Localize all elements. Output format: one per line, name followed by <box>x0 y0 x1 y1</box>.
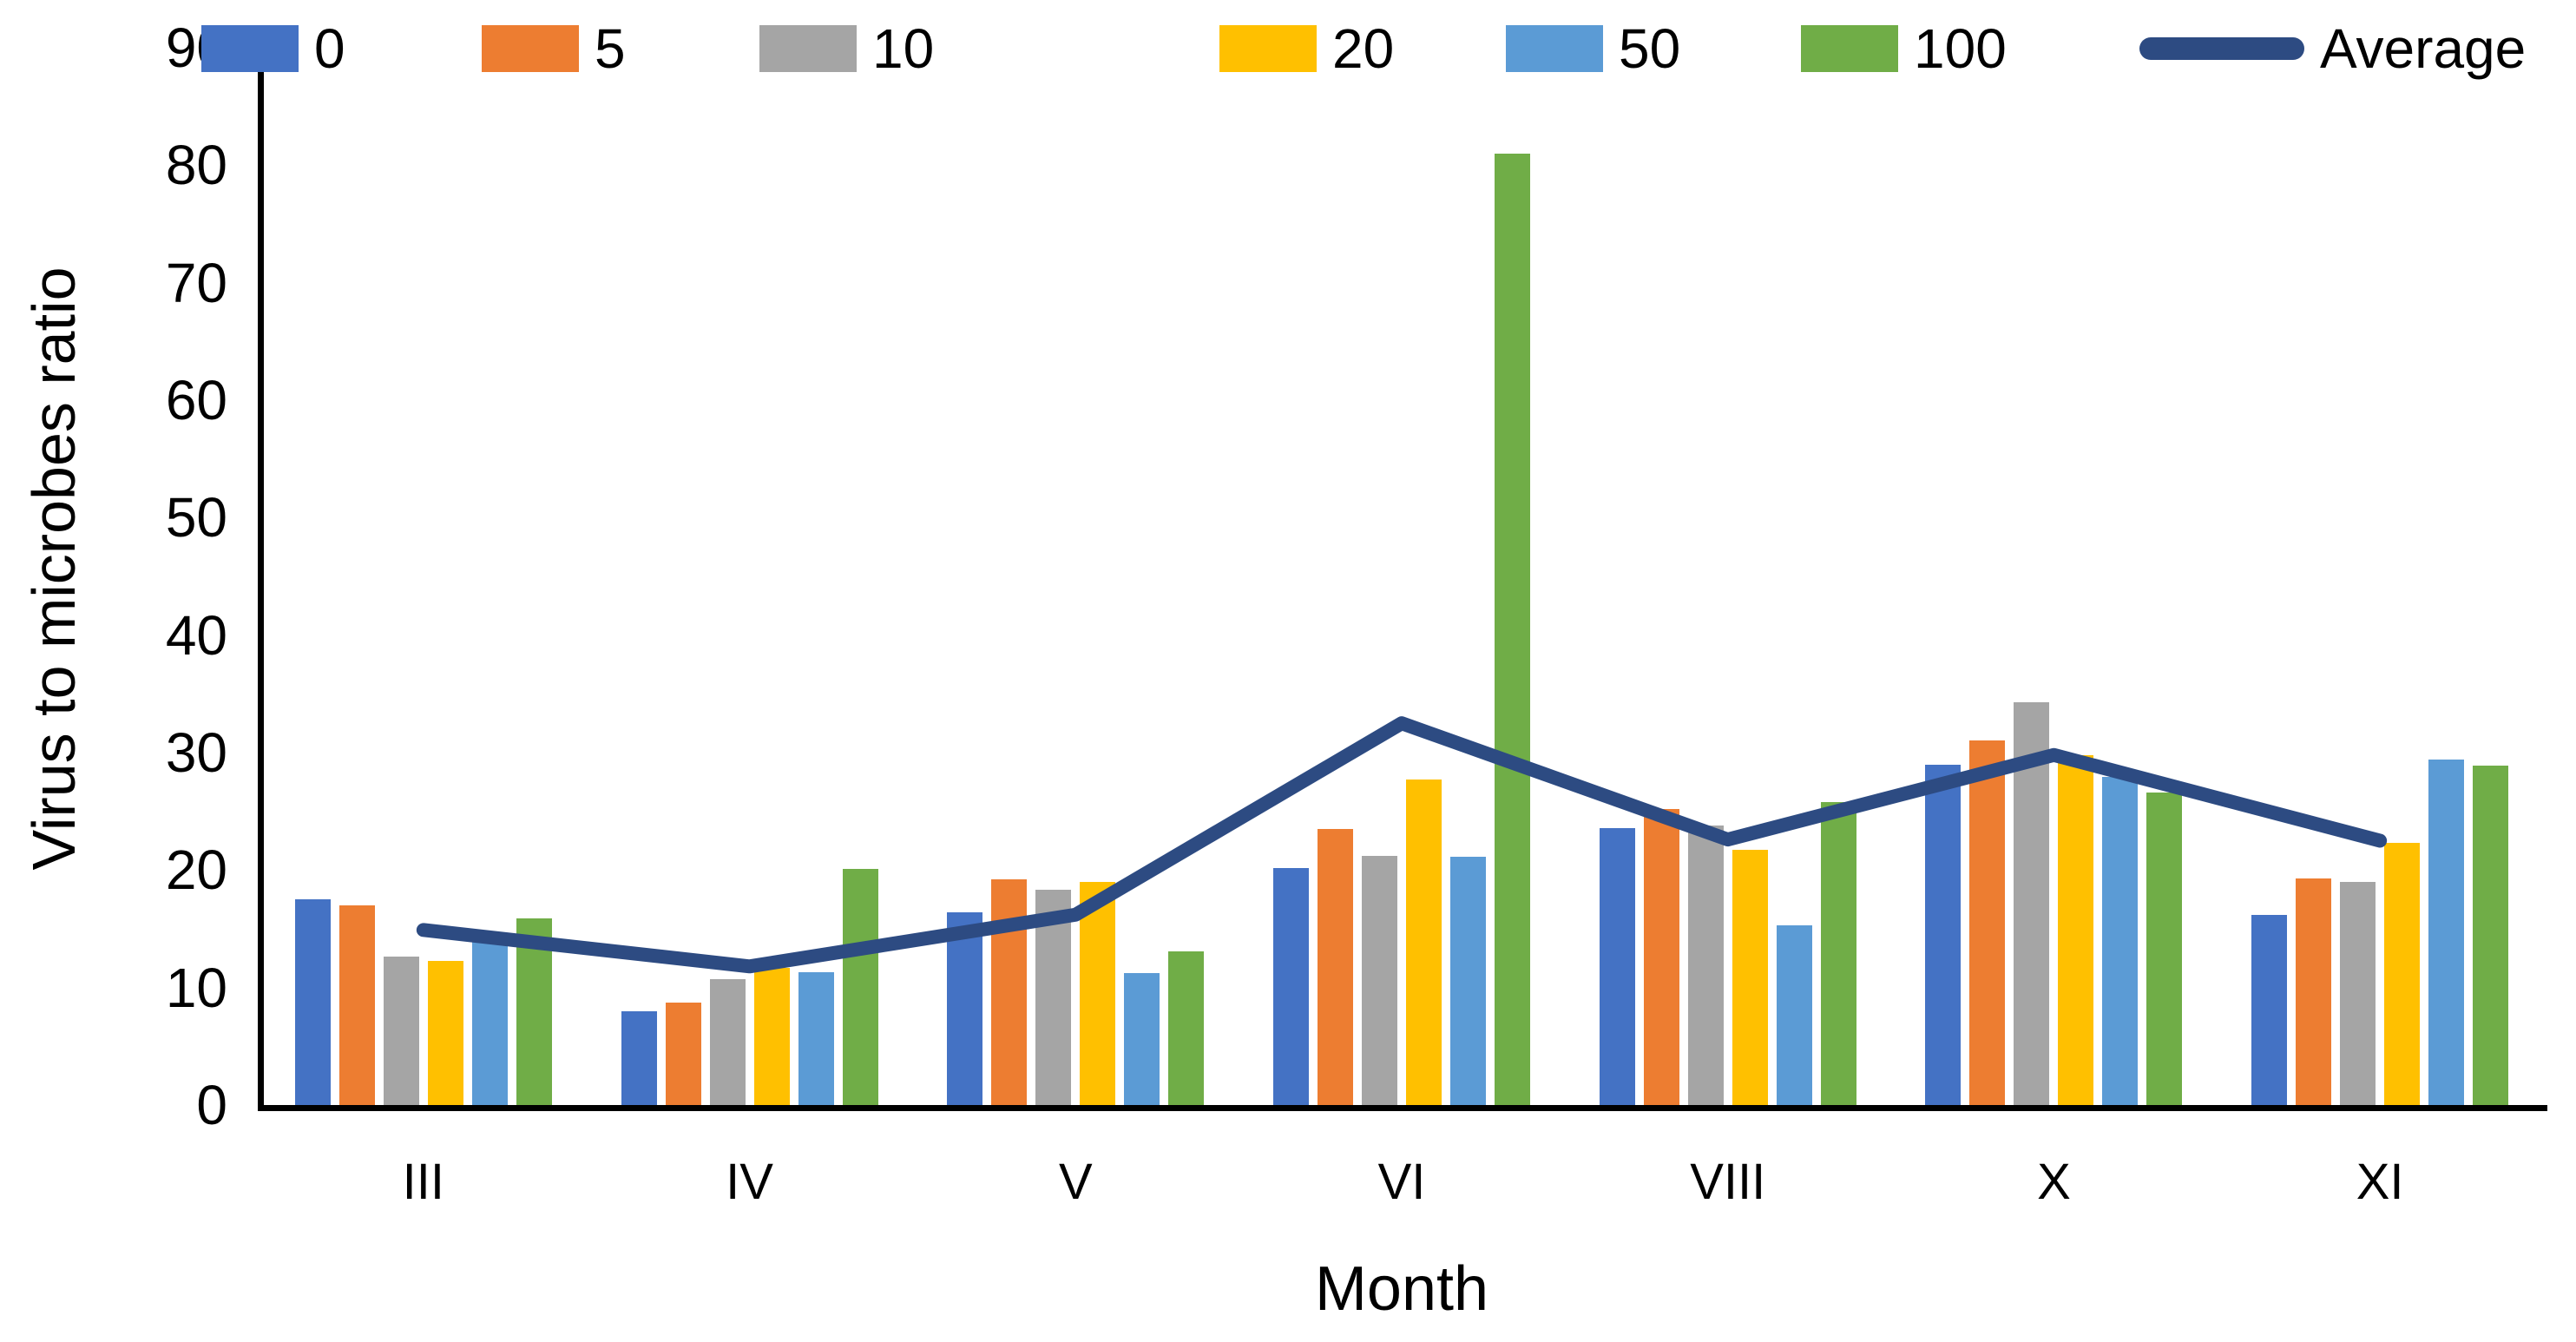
y-axis-line <box>258 26 264 1108</box>
legend-swatch <box>1506 25 1603 72</box>
bar-series-0-III <box>294 899 331 1105</box>
bar-series-100-V <box>1168 951 1205 1105</box>
x-tick-label-VIII: VIII <box>1690 1154 1766 1210</box>
bar-series-0-X <box>1925 764 1962 1105</box>
bar-series-50-XI <box>2428 760 2465 1105</box>
legend-swatch <box>1219 25 1317 72</box>
y-tick-label: 0 <box>196 1074 227 1136</box>
bar-series-0-V <box>947 912 983 1105</box>
legend-swatch <box>482 25 579 72</box>
y-tick-label: 80 <box>165 134 227 197</box>
x-tick-label-XI: XI <box>2356 1154 2404 1210</box>
y-tick-label: 70 <box>165 251 227 314</box>
legend-label: Average <box>2320 17 2527 80</box>
bar-series-50-VIII <box>1776 924 1812 1105</box>
bar-series-100-IV <box>842 868 878 1105</box>
bar-series-50-III <box>471 940 508 1105</box>
bar-series-20-III <box>427 960 463 1105</box>
x-tick-label-V: V <box>1058 1154 1093 1210</box>
legend-swatch <box>201 25 299 72</box>
y-axis-title: Virus to microbes ratio <box>20 266 88 871</box>
bar-series-20-IV <box>753 967 790 1105</box>
average-line <box>416 716 2388 974</box>
bar-series-10-VI <box>1362 856 1397 1105</box>
bar-series-20-VI <box>1406 780 1442 1105</box>
bar-series-50-IV <box>798 972 834 1105</box>
y-tick-label: 40 <box>165 603 227 667</box>
bar-series-0-VIII <box>1599 827 1635 1105</box>
bar-series-20-XI <box>2384 843 2421 1105</box>
legend-swatch <box>1801 25 1898 72</box>
x-tick-label-VI: VI <box>1377 1154 1426 1210</box>
x-tick-label-IV: IV <box>726 1154 773 1210</box>
bar-series-20-V <box>1080 881 1116 1105</box>
bar-group-VIII <box>1599 801 1856 1105</box>
legend-label: 20 <box>1332 17 1395 80</box>
legend-line-swatch <box>2139 37 2304 60</box>
legend-item-50: 50 <box>1506 17 1681 80</box>
bar-series-0-VI <box>1273 867 1309 1105</box>
x-axis-line <box>258 1105 2547 1111</box>
legend-label: 0 <box>314 17 345 80</box>
legend-item-0: 0 <box>201 17 345 80</box>
bar-series-50-VI <box>1450 857 1486 1105</box>
bar-series-100-VIII <box>1820 801 1856 1105</box>
bar-series-5-X <box>1969 740 2006 1105</box>
bar-series-100-XI <box>2473 765 2509 1105</box>
bar-series-0-XI <box>2251 914 2288 1105</box>
bar-group-XI <box>2251 760 2509 1105</box>
x-tick-label-X: X <box>2037 1154 2071 1210</box>
y-tick-label: 20 <box>165 839 227 902</box>
bar-series-5-XI <box>2296 878 2332 1105</box>
legend-label: 100 <box>1914 17 2007 80</box>
legend-item-Average: Average <box>2139 17 2527 80</box>
bar-series-5-III <box>338 905 375 1105</box>
plot-area: 0 10 20 30 40 50 60 70 80 90 <box>166 17 2547 1135</box>
bar-series-5-VI <box>1318 828 1353 1105</box>
bar-series-10-XI <box>2340 881 2376 1105</box>
bar-series-100-X <box>2146 793 2183 1105</box>
bar-series-10-III <box>383 957 419 1105</box>
bar-series-50-V <box>1124 973 1160 1105</box>
y-tick-label: 60 <box>165 369 227 431</box>
bar-series-0-IV <box>621 1010 657 1105</box>
bar-series-5-VIII <box>1643 808 1679 1105</box>
bar-series-10-IV <box>709 979 746 1105</box>
y-tick-label: 10 <box>165 956 227 1019</box>
x-tick-label-III: III <box>402 1154 445 1210</box>
legend-swatch <box>759 25 857 72</box>
bar-group-VI <box>1273 153 1530 1105</box>
bar-group-IV <box>621 868 878 1105</box>
y-tick-label: 50 <box>165 486 227 549</box>
bar-series-5-IV <box>665 1003 701 1105</box>
y-tick-label: 90 <box>165 16 227 79</box>
y-tick-label: 30 <box>165 721 227 784</box>
legend-label: 5 <box>595 17 626 80</box>
bar-series-50-X <box>2102 777 2139 1105</box>
legend-item-100: 100 <box>1801 17 2007 80</box>
bar-series-20-X <box>2058 754 2094 1105</box>
bar-series-100-VI <box>1495 153 1530 1105</box>
bar-group-X <box>1925 701 2183 1105</box>
x-axis-title: Month <box>1314 1254 1489 1324</box>
legend-label: 10 <box>872 17 935 80</box>
bar-series-10-VIII <box>1687 825 1724 1105</box>
legend-item-20: 20 <box>1219 17 1395 80</box>
bar-series-20-VIII <box>1732 850 1768 1105</box>
average-line-layer <box>416 716 2388 974</box>
legend-label: 50 <box>1619 17 1681 80</box>
legend-item-5: 5 <box>482 17 626 80</box>
legend-item-10: 10 <box>759 17 935 80</box>
